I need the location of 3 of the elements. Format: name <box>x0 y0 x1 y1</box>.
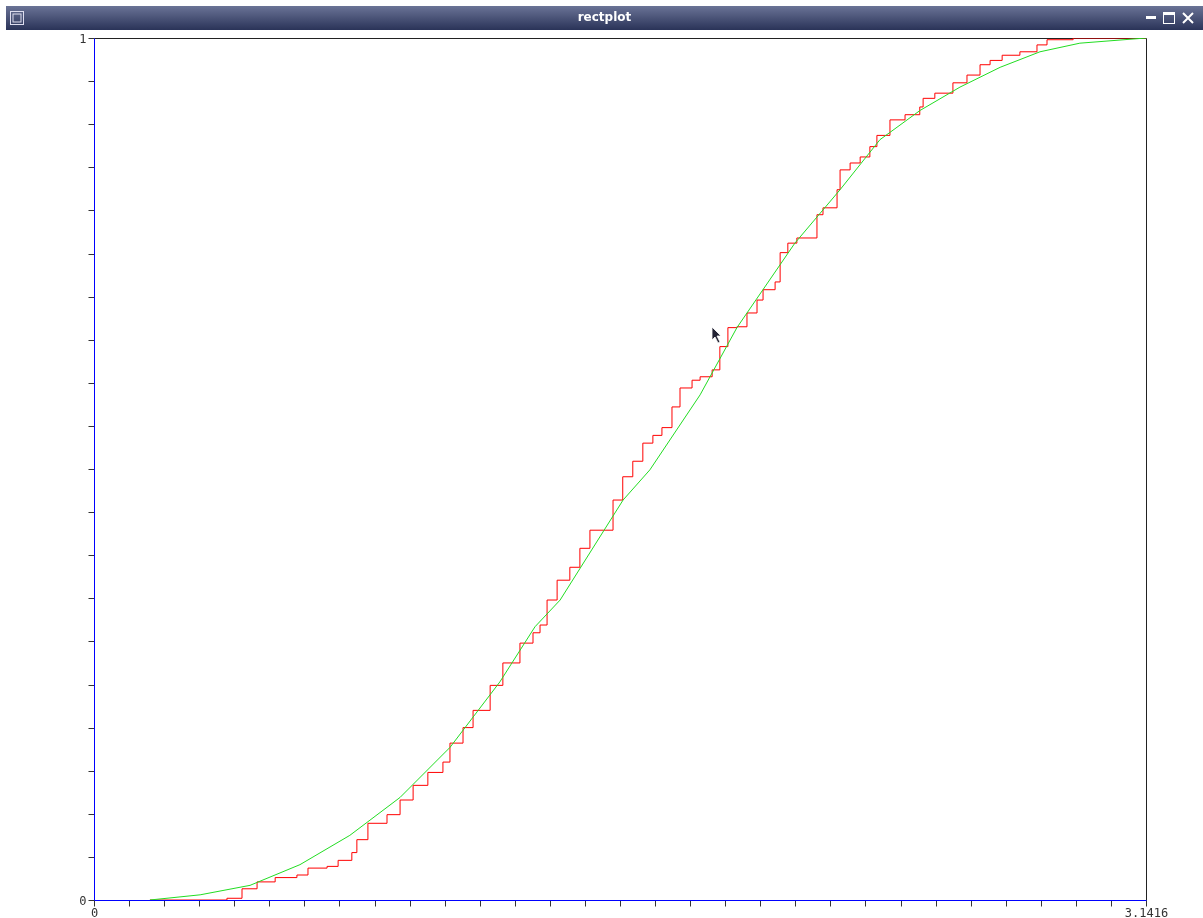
chart-title: rectplot <box>576 10 633 24</box>
y-tick-label: 1 <box>79 31 87 46</box>
x-tick-label: 3.1416 <box>1124 905 1169 918</box>
